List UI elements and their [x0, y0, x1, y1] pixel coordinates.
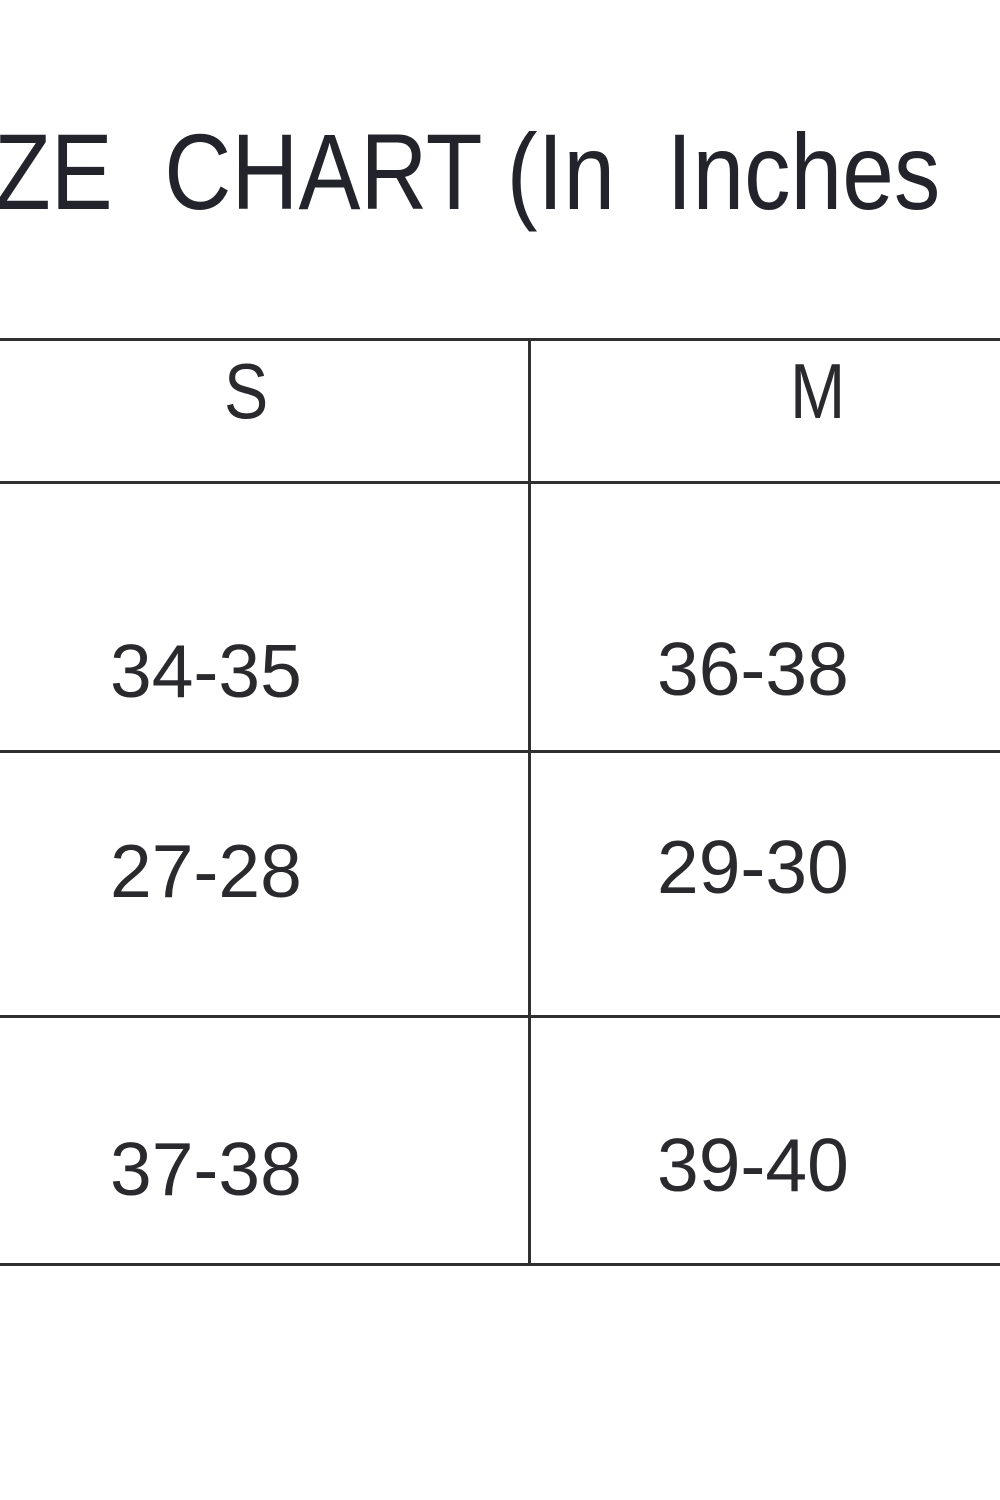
table-border-bottom — [0, 1263, 1000, 1266]
table-cell: 39-40 — [657, 1123, 849, 1207]
table-cell: 36-38 — [657, 627, 849, 711]
table-cell: 29-30 — [657, 825, 849, 909]
table-divider — [0, 481, 1000, 484]
size-chart-title: ZE CHART (In Inches — [0, 111, 941, 232]
table-cell: 34-35 — [110, 629, 302, 713]
table-cell: 27-28 — [110, 829, 302, 913]
column-divider — [528, 338, 531, 1266]
table-divider — [0, 1015, 1000, 1018]
column-header-m: M — [790, 347, 846, 435]
table-border-top — [0, 338, 1000, 341]
column-header-s: S — [224, 347, 269, 435]
table-divider — [0, 750, 1000, 753]
table-cell: 37-38 — [110, 1127, 302, 1211]
